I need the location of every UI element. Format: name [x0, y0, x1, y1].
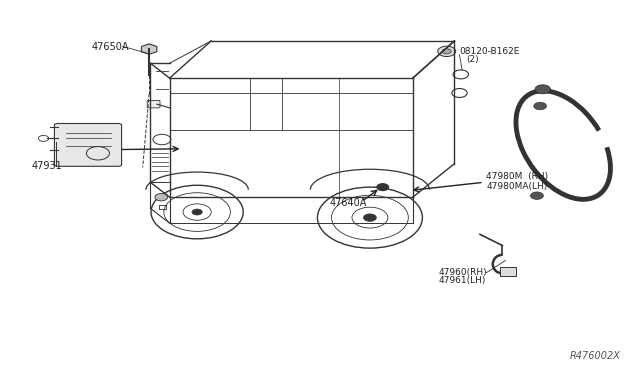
Text: 47960(RH): 47960(RH) — [438, 268, 487, 277]
FancyBboxPatch shape — [500, 267, 516, 276]
Text: 47640A: 47640A — [330, 198, 367, 208]
FancyBboxPatch shape — [54, 124, 122, 166]
Text: 47980M  (RH): 47980M (RH) — [486, 172, 548, 181]
Circle shape — [531, 192, 543, 199]
Text: R476002X: R476002X — [570, 351, 621, 361]
Circle shape — [535, 85, 550, 94]
Circle shape — [438, 46, 456, 57]
Circle shape — [155, 193, 168, 201]
Text: 47961(LH): 47961(LH) — [438, 276, 486, 285]
FancyBboxPatch shape — [147, 100, 160, 108]
Text: 47980MA(LH): 47980MA(LH) — [486, 182, 548, 190]
Circle shape — [442, 49, 451, 54]
Text: 47650A: 47650A — [92, 42, 129, 51]
Circle shape — [192, 209, 202, 215]
Text: (2): (2) — [466, 55, 479, 64]
Circle shape — [364, 214, 376, 221]
Circle shape — [534, 102, 547, 110]
Circle shape — [377, 184, 388, 190]
Text: 47931: 47931 — [32, 161, 63, 170]
Text: 08120-B162E: 08120-B162E — [460, 47, 520, 56]
